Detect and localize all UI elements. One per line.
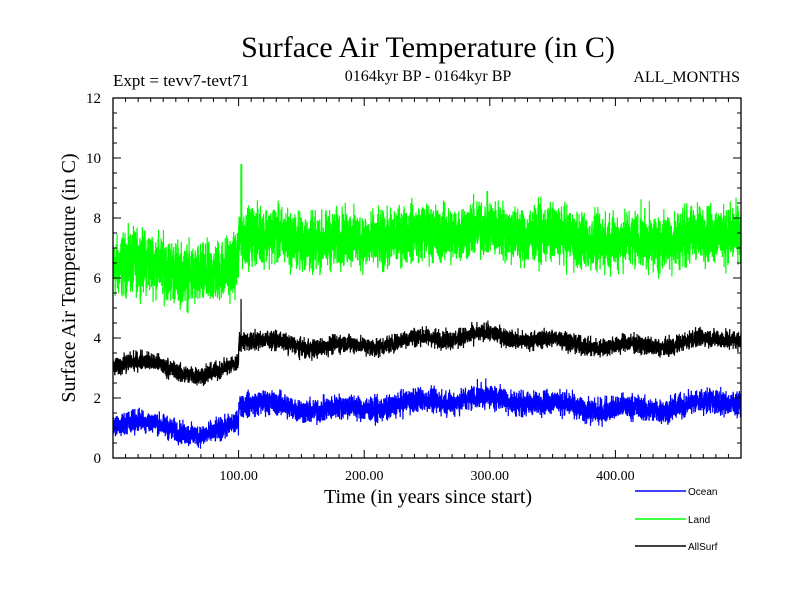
legend: Ocean Land AllSurf [635,487,718,553]
chart-title: Surface Air Temperature (in C) [241,31,615,64]
period-label: 0164kyr BP - 0164kyr BP [345,68,512,85]
y-tick-label: 6 [94,271,102,287]
axes-layer: 100.00 200.00 300.00 400.00 0 2 4 6 8 10 12 [86,91,742,484]
series-line-land [112,163,742,314]
x-tick-label: 400.00 [596,469,635,484]
series-layer [112,163,742,449]
x-tick-label: 300.00 [471,469,510,484]
legend-label-ocean: Ocean [688,487,717,498]
x-tick-label: 200.00 [345,469,384,484]
y-tick-label: 12 [86,91,101,107]
experiment-label: Expt = tevv7-tevt71 [113,71,249,90]
series-line-allsurf [112,298,742,386]
y-axis-label: Surface Air Temperature (in C) [58,153,80,402]
x-axis-label: Time (in years since start) [324,486,532,508]
legend-label-allsurf: AllSurf [688,542,718,553]
y-tick-label: 2 [94,391,102,407]
y-tick-label: 4 [94,331,102,347]
y-tick-label: 8 [94,211,102,227]
y-tick-label: 10 [86,151,101,167]
x-tick-label: 100.00 [219,469,258,484]
series-line-ocean [112,378,742,449]
legend-label-land: Land [688,515,710,526]
y-tick-label: 0 [94,451,102,467]
months-label: ALL_MONTHS [633,69,740,86]
